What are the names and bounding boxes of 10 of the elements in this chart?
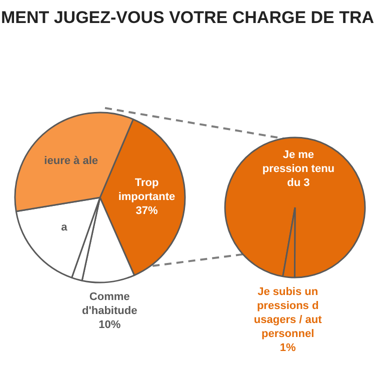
slice-label: Je subis un pressions d usagers / aut personnel <box>254 286 322 340</box>
data-label: 37% <box>136 205 158 218</box>
slice-label: Je me pression tenu du 3 <box>262 149 335 190</box>
chart-title: MENT JUGEZ-VOUS VOTRE CHARGE DE TRA <box>0 8 375 28</box>
data-label: 10% <box>98 319 121 332</box>
slice-label: a <box>61 222 68 234</box>
slice-label: Comme d'habitude <box>82 291 138 318</box>
data-label: 1% <box>280 342 296 354</box>
slice-label: Trop importante <box>118 177 176 204</box>
slice-label: ieure à ale <box>44 154 98 167</box>
